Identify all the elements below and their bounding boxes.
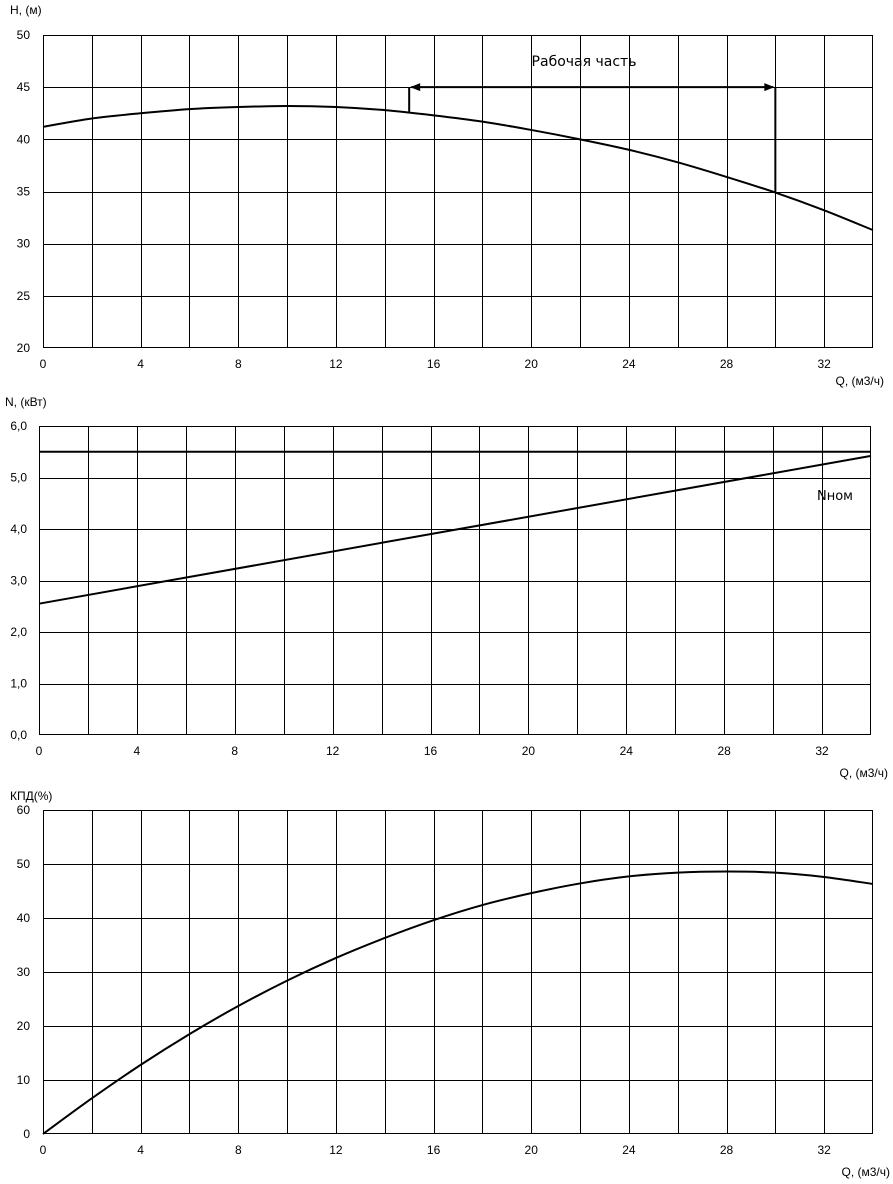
working-range-arrowhead-left <box>410 83 421 92</box>
efficiency-chart: КПД(%) Q, (м3/ч) 0 10 20 30 40 50 60 0 4 8 12 16 20 2… <box>10 789 890 1179</box>
x-tick-label: 32 <box>817 1143 831 1157</box>
y-tick-label: 25 <box>17 289 31 303</box>
x-tick-label: 20 <box>525 357 539 371</box>
series-line <box>38 454 872 605</box>
x-tick-label: 28 <box>720 357 734 371</box>
x-tick-label: 12 <box>329 357 343 371</box>
x-tick-label: 0 <box>40 1143 47 1157</box>
x-tick-label: 12 <box>326 744 340 758</box>
y-tick-label: 30 <box>17 965 31 979</box>
y-tick-label: 4,0 <box>10 522 27 536</box>
y-tick-label: 30 <box>17 237 31 251</box>
x-tick-label: 32 <box>815 744 829 758</box>
series-line <box>42 870 874 1135</box>
x-tick-label: 4 <box>134 744 141 758</box>
y-tick-label: 45 <box>17 80 31 94</box>
working-range-label: Рабочая часть <box>532 54 637 70</box>
x-axis-label: Q, (м3/ч) <box>841 1165 890 1179</box>
y-tick-label: 3,0 <box>10 574 27 588</box>
power-chart: N, (кВт) Q, (м3/ч) Nном 0,0 1,0 2,0 3,0 4,0 5… <box>5 395 888 780</box>
x-tick-label: 28 <box>717 744 731 758</box>
nominal-power-label: Nном <box>817 489 853 504</box>
y-tick-label: 20 <box>17 341 31 355</box>
y-tick-label: 0,0 <box>10 728 27 742</box>
x-tick-label: 20 <box>525 1143 539 1157</box>
x-tick-label: 12 <box>329 1143 343 1157</box>
x-tick-label: 8 <box>231 744 238 758</box>
x-axis-label: Q, (м3/ч) <box>835 374 884 388</box>
x-tick-label: 16 <box>427 357 441 371</box>
x-axis-label: Q, (м3/ч) <box>839 766 888 780</box>
y-tick-label: 20 <box>17 1019 31 1033</box>
x-tick-label: 16 <box>424 744 438 758</box>
plot-frame <box>39 426 871 735</box>
x-tick-label: 0 <box>36 744 43 758</box>
plot-frame <box>43 35 873 348</box>
working-range-arrowhead-right <box>764 83 775 92</box>
x-tick-label: 32 <box>817 357 831 371</box>
y-tick-label: 5,0 <box>10 471 27 485</box>
y-tick-label: 2,0 <box>10 625 27 639</box>
y-tick-label: 60 <box>17 803 31 817</box>
y-axis-label: КПД(%) <box>10 789 52 803</box>
x-tick-label: 28 <box>720 1143 734 1157</box>
y-tick-label: 10 <box>17 1073 31 1087</box>
x-tick-label: 8 <box>235 357 242 371</box>
y-tick-label: 40 <box>17 911 31 925</box>
plot-frame <box>43 810 873 1134</box>
y-axis-label: H, (м) <box>10 3 42 17</box>
x-tick-label: 24 <box>622 1143 636 1157</box>
x-tick-label: 4 <box>137 1143 144 1157</box>
head-chart: H, (м) Q, (м3/ч) Рабочая часть 20 25 30 35 4… <box>10 3 884 388</box>
x-tick-label: 20 <box>522 744 536 758</box>
y-tick-label: 50 <box>17 857 31 871</box>
y-tick-label: 35 <box>17 185 31 199</box>
y-axis-label: N, (кВт) <box>5 395 47 409</box>
x-tick-label: 16 <box>427 1143 441 1157</box>
x-tick-label: 24 <box>622 357 636 371</box>
x-tick-label: 8 <box>235 1143 242 1157</box>
x-tick-label: 0 <box>40 357 47 371</box>
y-tick-label: 6,0 <box>10 419 27 433</box>
y-tick-label: 0 <box>23 1127 30 1141</box>
x-tick-label: 4 <box>137 357 144 371</box>
y-tick-label: 40 <box>17 132 31 146</box>
series-line <box>42 104 874 232</box>
y-tick-label: 50 <box>17 28 31 42</box>
y-tick-label: 1,0 <box>10 677 27 691</box>
x-tick-label: 24 <box>620 744 634 758</box>
